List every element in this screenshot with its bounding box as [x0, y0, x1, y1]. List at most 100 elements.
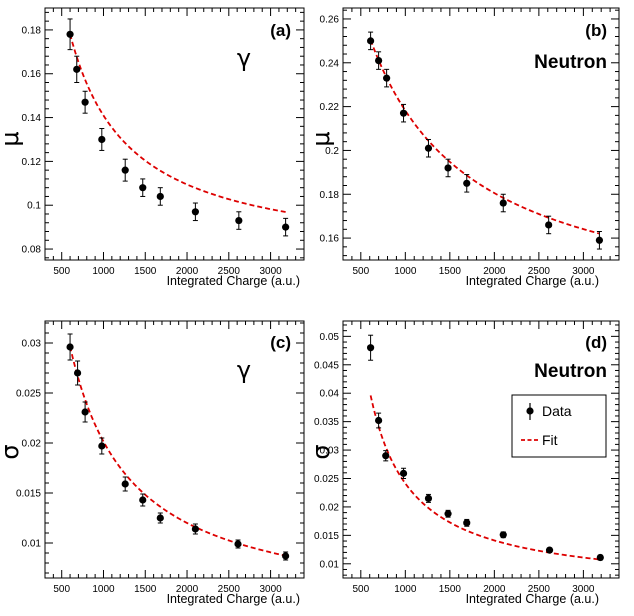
- panel-d-y-tick-label: 0.02: [320, 502, 340, 513]
- panel-a-ticks: 500 1000 1500 2000 2500 3000 0.08 0.1 0.12 0.14 0.…: [22, 8, 305, 277]
- legend: Data Fit: [511, 394, 607, 458]
- panel-d-frame: [342, 320, 620, 579]
- panel-c-y-axis-label: σ: [0, 444, 24, 459]
- panel-c-particle-label: γ: [237, 356, 251, 384]
- panel-a-x-tick-label: 2500: [218, 266, 241, 277]
- panel-c-y-tick-label: 0.01: [22, 539, 42, 550]
- panel-a-y-tick-label: 0.08: [22, 245, 42, 256]
- panel-a-y-tick-label: 0.12: [22, 157, 42, 168]
- panel-c-data-point: [139, 496, 147, 504]
- panel-b-x-tick-label: 2500: [528, 266, 551, 277]
- panel-a-data-point: [139, 184, 147, 192]
- panel-d-points: [367, 334, 604, 562]
- panel-c-data-point: [282, 552, 290, 560]
- panel-d-y-tick-label: 0.01: [320, 559, 340, 570]
- panel-b-y-tick-label: 0.26: [320, 14, 340, 25]
- panel-b-x-tick-label: 1500: [439, 266, 462, 277]
- panel-a-data-point: [73, 65, 81, 73]
- panel-a-fit: [69, 33, 286, 213]
- panel-a-particle-label: γ: [237, 44, 251, 72]
- legend-data-marker: [526, 407, 534, 415]
- panel-a: 500 1000 1500 2000 2500 3000 0.08 0.1 0.12 0.14 0.…: [0, 7, 305, 288]
- panel-c-fit: [69, 346, 286, 557]
- panel-b-data-point: [424, 144, 433, 152]
- panel-b-fit-curve: [369, 39, 600, 235]
- legend-fit-label: Fit: [542, 432, 558, 448]
- panel-d-x-tick-label: 2500: [528, 584, 551, 595]
- panel-a-x-tick-label: 3000: [259, 266, 282, 277]
- panel-a-data-point: [81, 98, 89, 106]
- panel-c-fit-curve: [69, 346, 286, 557]
- panel-c-x-tick-label: 2000: [176, 584, 199, 595]
- panel-a-x-tick-label: 2000: [176, 266, 199, 277]
- panel-a-x-tick-label: 1500: [134, 266, 157, 277]
- panel-a-frame: [44, 7, 305, 261]
- panel-b-data-point: [545, 221, 553, 229]
- panel-c-y-tick-label: 0.02: [22, 439, 42, 450]
- legend-data-label: Data: [542, 403, 572, 419]
- panel-b: 500 1000 1500 2000 2500 3000 0.16 0.18 0.2 0.22 0.…: [307, 7, 620, 288]
- panel-a-data-point: [121, 166, 129, 174]
- panel-b-y-tick-label: 0.16: [320, 234, 340, 245]
- panel-b-x-tick-label: 500: [352, 266, 369, 277]
- panel-c-x-tick-label: 2500: [218, 584, 241, 595]
- panel-c-x-tick-label: 1000: [92, 584, 115, 595]
- panel-b-x-tick-label: 3000: [572, 266, 595, 277]
- panel-a-data-point: [156, 192, 164, 201]
- panel-d-particle-label: Neutron: [534, 361, 607, 382]
- panel-d-fit-curve: [369, 395, 601, 561]
- panel-b-y-axis-label: μ: [307, 131, 335, 146]
- panel-b-data-point: [444, 164, 452, 172]
- panel-a-y-axis-label: μ: [0, 131, 24, 146]
- panel-a-x-tick-label: 500: [53, 266, 70, 277]
- panel-d-y-tick-label: 0.025: [314, 474, 339, 485]
- panel-c-data-point: [121, 480, 129, 488]
- panel-d-data-point: [375, 416, 383, 425]
- panel-c-frame: [44, 320, 305, 579]
- panel-d-x-tick-label: 2000: [483, 584, 506, 595]
- panel-b-data-point: [375, 56, 383, 65]
- panel-c-x-axis-label: Integrated Charge (a.u.): [167, 592, 300, 606]
- panel-b-y-tick-label: 0.22: [320, 102, 340, 113]
- panel-b-points: [367, 31, 604, 250]
- panel-b-x-tick-label: 1000: [394, 266, 417, 277]
- panel-d-data-point: [545, 546, 554, 554]
- panel-d-x-tick-label: 500: [352, 584, 369, 595]
- panel-d-x-tick-label: 3000: [572, 584, 595, 595]
- panel-c-data-point: [98, 442, 106, 450]
- panel-c-x-tick-label: 500: [53, 584, 70, 595]
- panel-a-y-tick-label: 0.16: [22, 69, 42, 80]
- panel-b-y-tick-label: 0.2: [325, 146, 339, 157]
- panel-d-y-tick-label: 0.015: [314, 531, 339, 542]
- panel-d-y-tick-label: 0.045: [314, 360, 339, 371]
- panel-d-data-point: [399, 469, 408, 477]
- panel-a-points: [66, 18, 290, 237]
- panel-c-y-tick-label: 0.03: [22, 339, 42, 350]
- panel-b-data-point: [399, 109, 408, 117]
- panel-d-data-point: [444, 510, 452, 518]
- panel-b-x-tick-label: 2000: [483, 266, 506, 277]
- panel-b-data-point: [367, 37, 375, 45]
- panel-d-tag: (d): [585, 333, 607, 352]
- panel-d-fit: [369, 395, 601, 561]
- panel-a-data-point: [191, 208, 199, 216]
- panel-b-x-axis-label: Integrated Charge (a.u.): [466, 274, 599, 288]
- panel-d-y-tick-label: 0.035: [314, 417, 339, 428]
- panel-a-y-tick-label: 0.18: [22, 25, 42, 36]
- panel-a-y-tick-label: 0.1: [27, 201, 41, 212]
- panel-d-y-axis-label: σ: [307, 444, 335, 459]
- panel-c-data-point: [81, 408, 89, 416]
- panel-c-tag: (c): [270, 333, 291, 352]
- panel-d-x-tick-label: 1000: [394, 584, 417, 595]
- panel-a-data-point: [66, 30, 74, 38]
- panel-c: 500 1000 1500 2000 2500 3000 0.01 0.015 0.02 0.02…: [0, 320, 305, 606]
- legend-box: [511, 394, 607, 458]
- panel-a-y-tick-label: 0.14: [22, 113, 42, 124]
- panel-c-data-point: [73, 369, 82, 377]
- panel-d-data-point: [424, 494, 433, 502]
- panel-b-y-tick-label: 0.18: [320, 190, 340, 201]
- panel-b-fit: [369, 39, 600, 235]
- panel-a-data-point: [282, 223, 290, 231]
- panel-a-fit-curve: [69, 33, 286, 213]
